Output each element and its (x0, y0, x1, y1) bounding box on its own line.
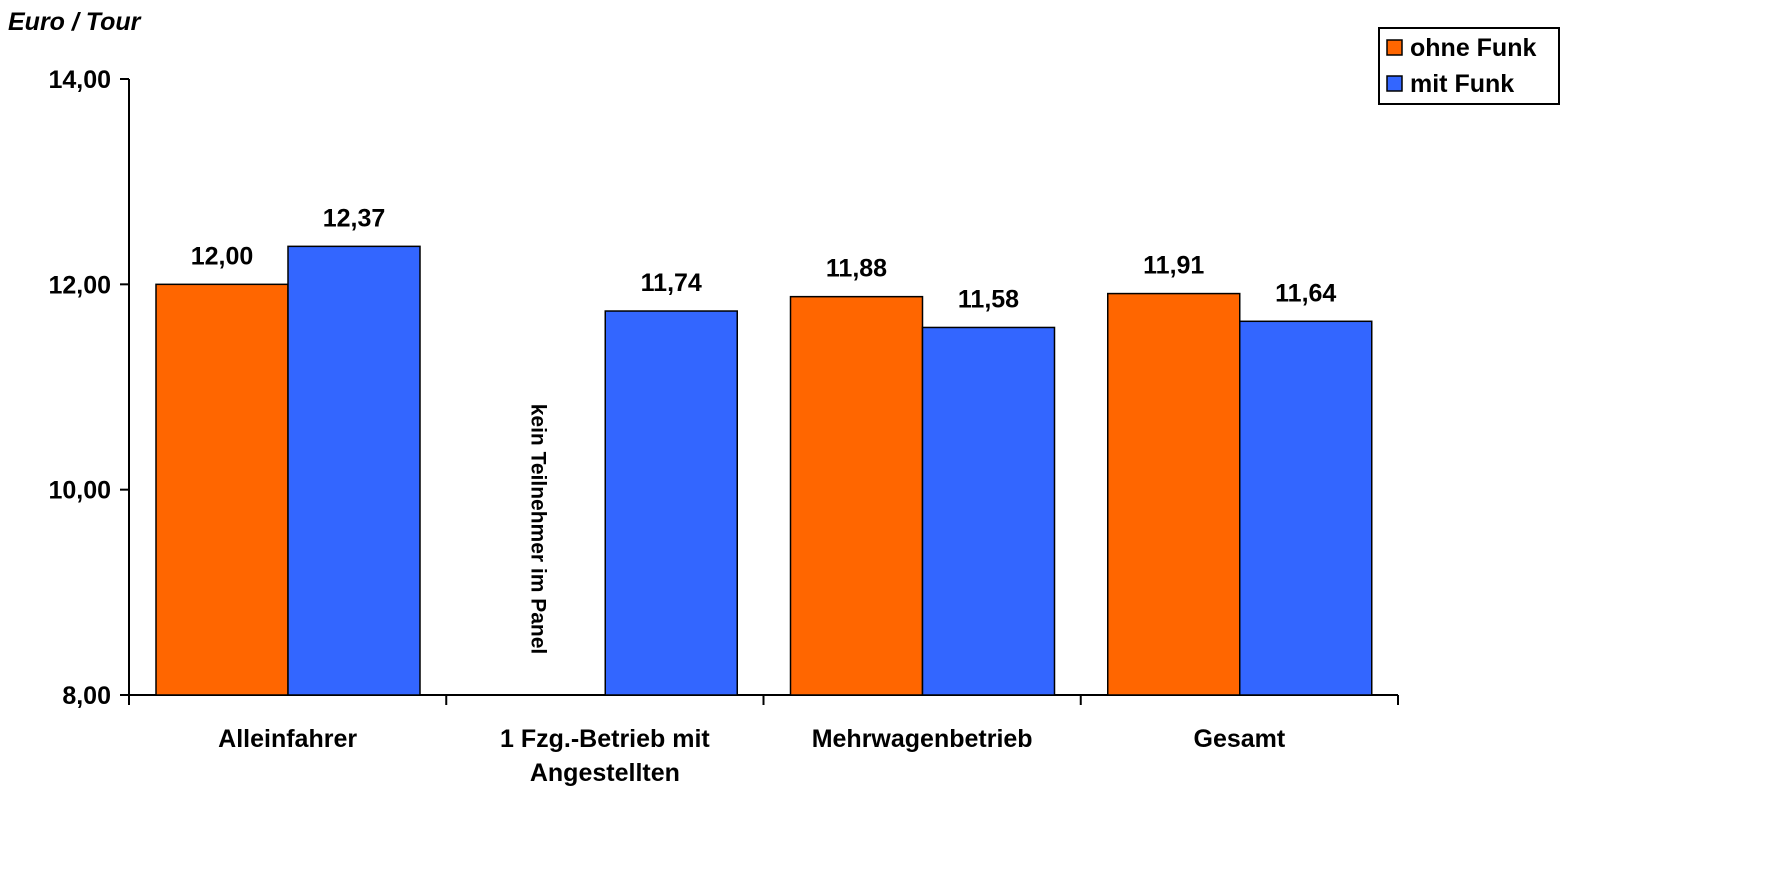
data-label: 11,58 (958, 285, 1019, 313)
data-label: 11,88 (826, 255, 887, 283)
data-label: 11,64 (1275, 279, 1336, 307)
y-tick-label: 12,00 (48, 271, 111, 299)
bar-mit-funk (287, 245, 421, 696)
x-tick-label: 1 Fzg.-Betrieb mit (500, 725, 710, 753)
bars: 12,00 11,88 11,91 12,37 11,74 11,58 11,64 kein … (155, 204, 1373, 696)
bar-mit-funk (921, 326, 1056, 696)
bar-ohne-funk (155, 283, 289, 696)
x-tick-label: Angestellten (530, 759, 680, 787)
legend-label: mit Funk (1410, 70, 1514, 98)
legend-swatch (1386, 39, 1403, 56)
x-tick-label: Alleinfahrer (218, 725, 357, 753)
y-tick-label: 8,00 (62, 682, 111, 710)
bar-ohne-funk (1107, 292, 1241, 696)
bar-mit-funk (604, 310, 738, 696)
legend-label: ohne Funk (1410, 34, 1536, 62)
legend-box (1378, 27, 1560, 105)
legend: ohne Funk mit Funk (1378, 27, 1560, 105)
y-tick-label: 10,00 (48, 477, 111, 505)
y-tick-label: 14,00 (48, 66, 111, 94)
data-label: 12,37 (323, 204, 386, 232)
data-label: 11,91 (1143, 252, 1204, 280)
data-label: 12,00 (191, 242, 254, 270)
no-data-annotation: kein Teilnehmer im Panel (526, 404, 549, 655)
axes: 8,00 10,00 12,00 14,00 Alleinfahrer 1 Fzg.-Be… (48, 66, 1399, 787)
data-label: 11,74 (641, 269, 702, 297)
x-tick-label: Gesamt (1194, 725, 1286, 753)
y-axis-label: Euro / Tour (8, 8, 142, 36)
bar-ohne-funk (789, 295, 924, 696)
bar-mit-funk (1239, 320, 1373, 696)
x-tick-label: Mehrwagenbetrieb (812, 725, 1033, 753)
legend-swatch (1386, 75, 1403, 92)
